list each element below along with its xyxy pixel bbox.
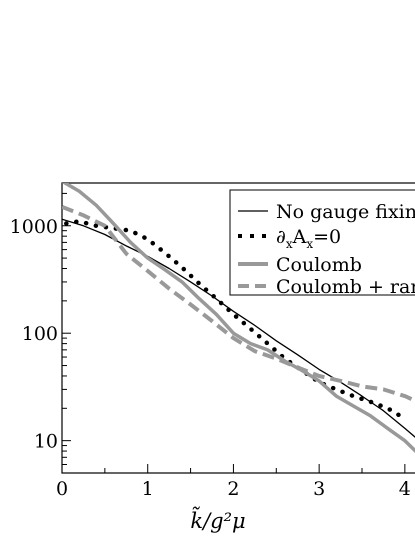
series-line-0	[62, 218, 415, 438]
x-tick-label: 3	[313, 478, 325, 500]
x-axis-label: k̃/g²μ	[190, 506, 245, 533]
series-layer	[62, 183, 415, 453]
ticks-layer: 0 1 2 3 4 10 100 1000	[10, 192, 411, 500]
series-line-3	[62, 204, 415, 403]
legend-label-dx-ax: ∂xAx=0	[276, 226, 341, 251]
plot-frame	[61, 182, 415, 474]
x-tick-label: 2	[227, 478, 239, 500]
legend-label-coulomb: Coulomb	[276, 254, 362, 276]
x-tick-label: 1	[142, 478, 154, 500]
legend: No gauge fixin ∂xAx=0 Coulomb Coulomb + …	[229, 189, 415, 298]
legend-label-coulomb-random: Coulomb + ran	[276, 276, 415, 298]
y-tick-label: 100	[22, 323, 58, 345]
x-tick-label: 4	[399, 478, 411, 500]
y-tick-label: 10	[34, 431, 58, 453]
y-tick-label: 1000	[10, 216, 58, 238]
series-line-2	[62, 183, 415, 453]
legend-box	[229, 189, 415, 296]
x-tick-label: 0	[56, 478, 68, 500]
legend-label-no-gauge-fixing: No gauge fixin	[276, 201, 415, 223]
